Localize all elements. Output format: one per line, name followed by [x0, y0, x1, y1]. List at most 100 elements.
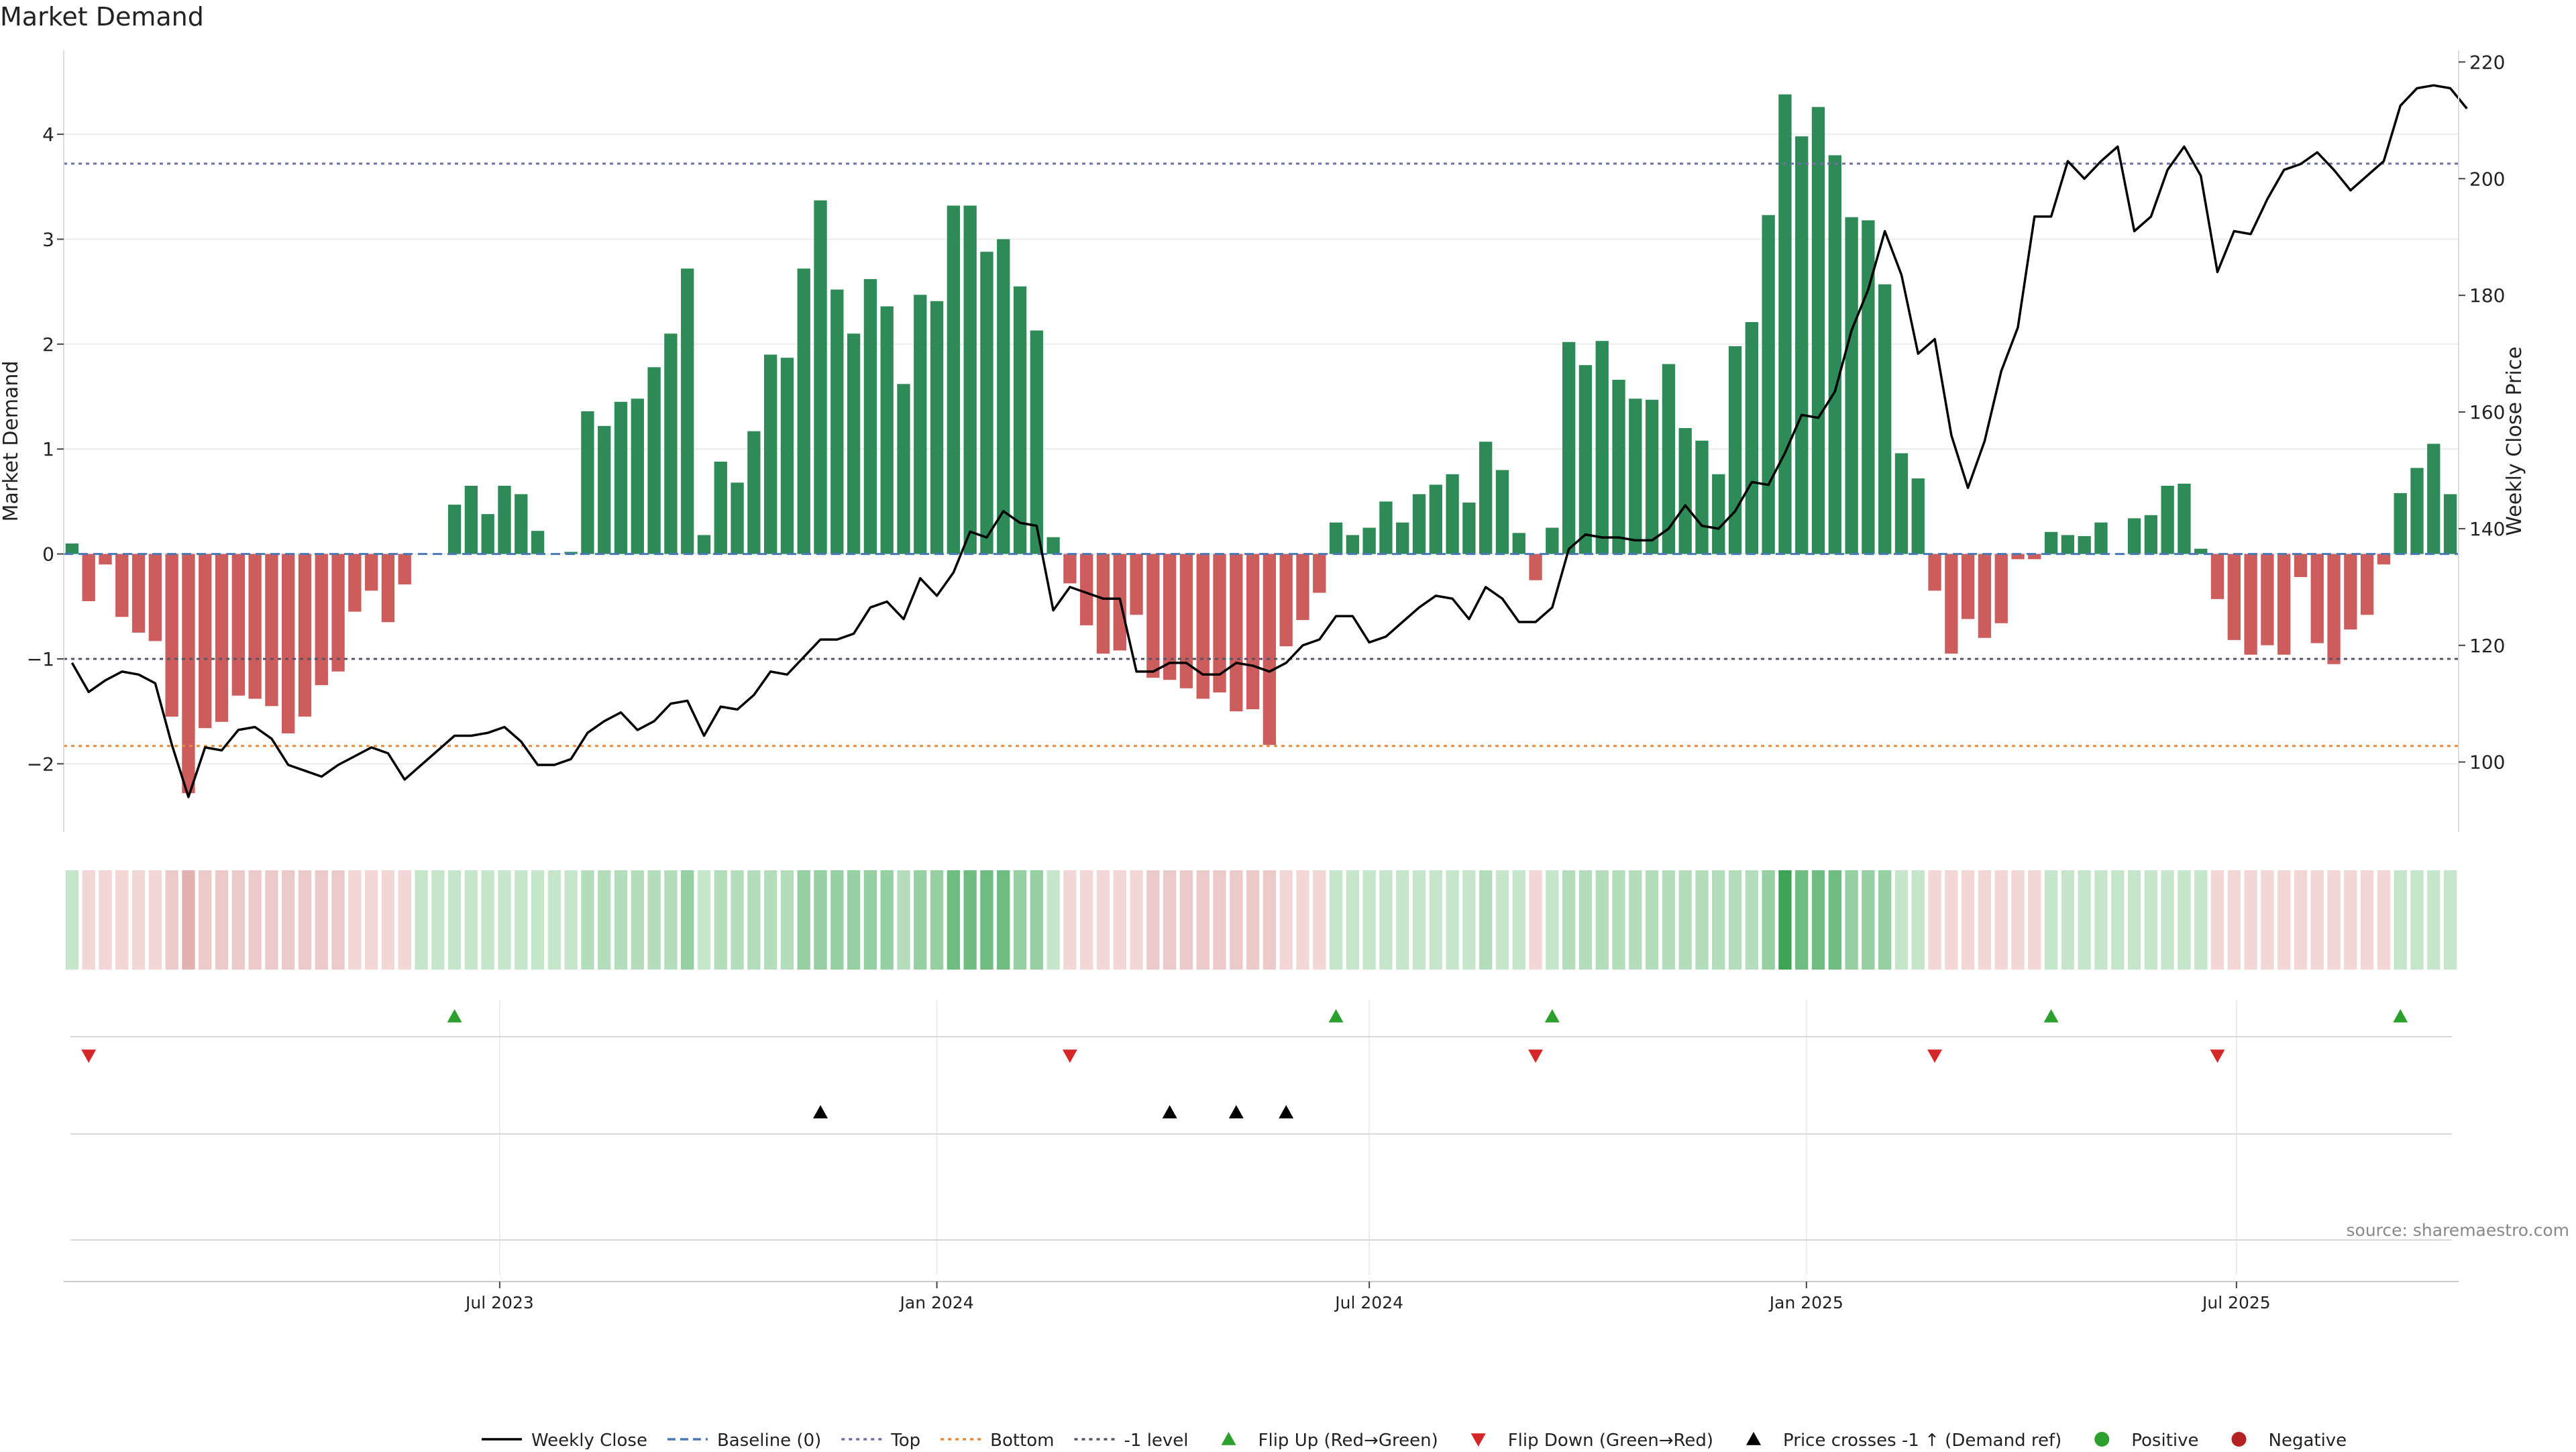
demand-bar — [165, 554, 178, 717]
strip-cell — [2210, 870, 2224, 970]
strip-cell — [1263, 870, 1277, 970]
strip-cell — [2261, 870, 2274, 970]
demand-bar — [963, 205, 977, 554]
legend-swatch — [2094, 1432, 2110, 1447]
legend-item[interactable]: -1 level — [1074, 1431, 1189, 1451]
strip-cell — [2410, 870, 2424, 970]
strip-cell — [531, 870, 545, 970]
flip-up-marker — [1544, 1009, 1560, 1023]
strip-cell — [1578, 870, 1593, 970]
strip-cell — [631, 870, 644, 970]
demand-bar — [1346, 535, 1360, 554]
demand-bar — [2194, 548, 2208, 554]
demand-bar — [99, 554, 112, 565]
demand-bar — [1063, 554, 1077, 584]
demand-bar — [1013, 286, 1027, 554]
demand-bar — [315, 554, 328, 686]
demand-bar — [1329, 522, 1343, 554]
demand-bar — [997, 239, 1010, 554]
legend-item[interactable]: Baseline (0) — [667, 1431, 821, 1451]
legend[interactable]: Weekly Close Baseline (0) Top Bottom -1 leve… — [482, 1431, 2347, 1451]
demand-bar — [2261, 554, 2274, 645]
y-tick-label: −2 — [27, 753, 54, 775]
flip-up-marker — [447, 1009, 462, 1023]
strip-cell — [498, 870, 511, 970]
strip-cell — [2277, 870, 2291, 970]
strip-cell — [1845, 870, 1858, 970]
demand-bar — [2360, 554, 2374, 615]
y2-tick-label: 100 — [2469, 751, 2505, 774]
y2-tick-label: 160 — [2469, 401, 2505, 423]
strip-cell — [564, 870, 578, 970]
legend-item[interactable]: Price crosses -1 ↑ (Demand ref) — [1746, 1431, 2061, 1451]
demand-bar — [348, 554, 362, 612]
strip-cell — [581, 870, 594, 970]
legend-item[interactable]: Negative — [2231, 1431, 2347, 1451]
demand-bar — [1928, 554, 1941, 591]
demand-bar — [1762, 215, 1775, 554]
demand-bar — [1230, 554, 1243, 712]
strip-cell — [880, 870, 894, 970]
strip-cell — [1379, 870, 1393, 970]
legend-item[interactable]: Weekly Close — [482, 1431, 647, 1451]
strip-cell — [947, 870, 961, 970]
strip-cell — [731, 870, 744, 970]
axes-layer: −2 −1 0 1 2 3 4 100 120 140 160 180 200 220 Jul 2023 Ja… — [27, 50, 2505, 1312]
demand-bar — [82, 554, 95, 601]
strip-cell — [398, 870, 411, 970]
strip-cell — [315, 870, 328, 970]
demand-bar — [880, 306, 894, 554]
x-tick-label: Jul 2024 — [1334, 1293, 1403, 1312]
demand-bar — [1279, 554, 1293, 647]
flip-down-marker — [1528, 1049, 1544, 1063]
intensity-strip — [65, 870, 2457, 970]
legend-swatch — [1470, 1433, 1486, 1447]
demand-bar — [1562, 342, 1576, 554]
event-rows — [70, 1009, 2452, 1241]
strip-cell — [1179, 870, 1193, 970]
legend-item[interactable]: Bottom — [941, 1431, 1055, 1451]
y-tick-label: 3 — [42, 228, 54, 250]
legend-item[interactable]: Flip Down (Green→Red) — [1470, 1431, 1713, 1451]
demand-bar — [1495, 470, 1509, 554]
y2-tick-label: 140 — [2469, 518, 2505, 540]
demand-bar — [731, 482, 744, 554]
legend-item[interactable]: Top — [841, 1431, 920, 1451]
x-tick-label: Jul 2025 — [2201, 1293, 2271, 1312]
strip-cell — [714, 870, 727, 970]
strip-cell — [431, 870, 445, 970]
demand-bar — [2161, 485, 2174, 554]
strip-cell — [2044, 870, 2058, 970]
strip-cell — [547, 870, 561, 970]
demand-bar — [1030, 330, 1043, 554]
strip-cell — [1329, 870, 1343, 970]
legend-item[interactable]: Flip Up (Red→Green) — [1221, 1431, 1438, 1451]
demand-bar — [1878, 284, 1892, 554]
demand-bar — [2127, 518, 2141, 554]
y2-tick-label: 180 — [2469, 284, 2505, 307]
strip-cell — [681, 870, 694, 970]
legend-label: Negative — [2269, 1431, 2347, 1449]
strip-cell — [814, 870, 827, 970]
strip-cell — [598, 870, 611, 970]
demand-bar — [2244, 554, 2257, 655]
price-cross-marker — [1162, 1105, 1177, 1119]
demand-bar — [1263, 554, 1277, 745]
legend-item[interactable]: Positive — [2094, 1431, 2199, 1451]
strip-cell — [1479, 870, 1493, 970]
legend-label: Positive — [2131, 1431, 2198, 1449]
flip-down-marker — [1062, 1049, 1077, 1063]
strip-cell — [2178, 870, 2191, 970]
strip-cell — [1795, 870, 1809, 970]
demand-bar — [1096, 554, 1110, 654]
strip-cell — [2327, 870, 2341, 970]
strip-cell — [1396, 870, 1409, 970]
strip-cell — [298, 870, 312, 970]
demand-bar — [1396, 522, 1409, 554]
demand-bar — [2178, 483, 2191, 554]
demand-bar — [115, 554, 129, 617]
demand-bar — [747, 431, 761, 554]
demand-bar — [1894, 453, 1909, 554]
demand-bar — [447, 505, 462, 554]
demand-bar — [2078, 536, 2091, 554]
